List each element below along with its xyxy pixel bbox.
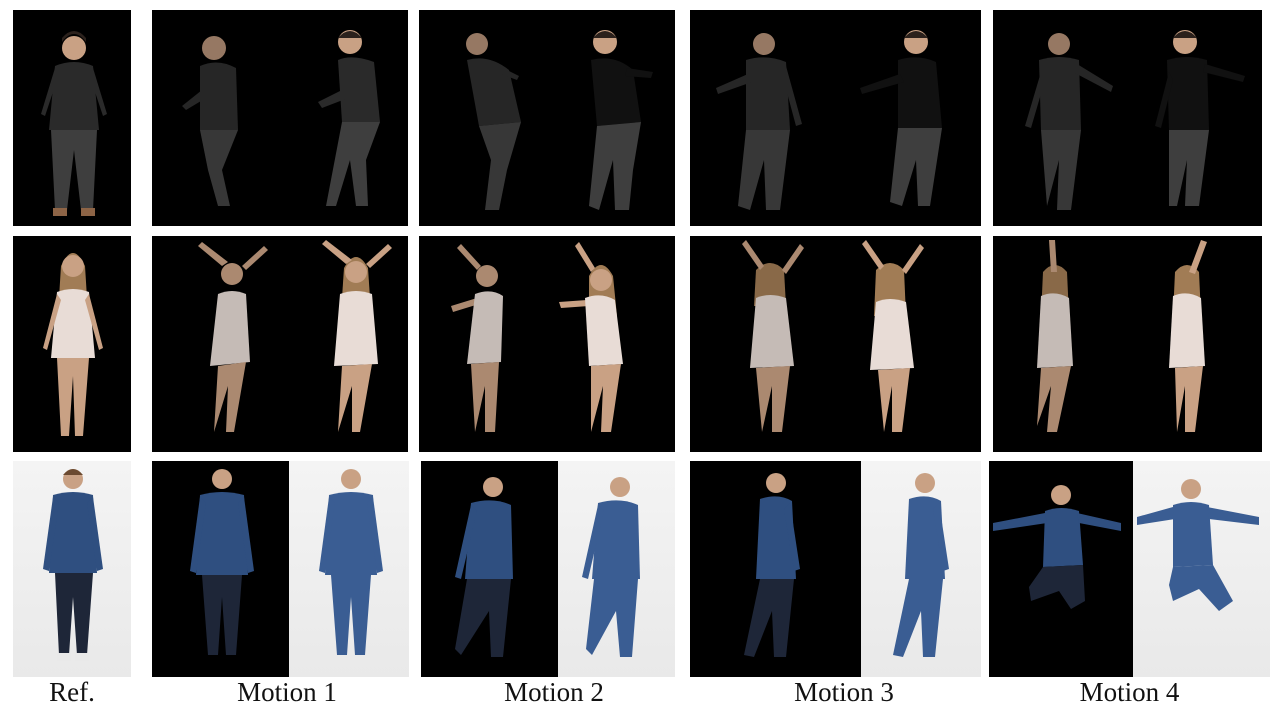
person-figure [41, 31, 107, 216]
column-label-ref: Ref. [49, 677, 95, 707]
row3-motion3-real-image [861, 461, 981, 677]
row3-motion1-generated-image [152, 461, 289, 677]
person-figure [319, 469, 383, 655]
person-figure [466, 30, 653, 210]
row2-ref-image [13, 236, 131, 452]
person-figure [993, 485, 1121, 609]
row1-motion1-image [152, 10, 408, 226]
person-figure [582, 477, 640, 657]
column-label-motion-1: Motion 1 [237, 677, 337, 707]
person-figure [716, 30, 942, 210]
row1-motion4-image [993, 10, 1262, 226]
row2-motion1-image [152, 236, 408, 452]
column-label-motion-3: Motion 3 [794, 677, 894, 707]
person-figure [1025, 30, 1245, 210]
person-figure [43, 469, 103, 661]
row3-motion3-generated-image [690, 461, 861, 677]
person-figure [744, 473, 800, 657]
row3-motion1-real-image [289, 461, 409, 677]
column-label-motion-2: Motion 2 [504, 677, 604, 707]
row3-ref-image [13, 461, 131, 677]
person-figure [182, 30, 380, 206]
row2-motion4-image [993, 236, 1262, 452]
row1-ref-image [13, 10, 131, 226]
row2-motion3-image [690, 236, 981, 452]
person-figure [893, 473, 949, 657]
row3-motion4-generated-image [989, 461, 1133, 677]
person-figure [451, 242, 623, 432]
row2-motion2-image [419, 236, 675, 452]
person-figure [198, 240, 392, 432]
person-figure [1137, 479, 1259, 611]
person-figure [190, 469, 254, 655]
person-figure [455, 477, 513, 657]
row3-motion2-real-image [558, 461, 675, 677]
row1-motion3-image [690, 10, 981, 226]
row3-motion2-generated-image [421, 461, 558, 677]
column-label-motion-4: Motion 4 [1079, 677, 1180, 707]
row1-motion2-image [419, 10, 675, 226]
person-figure [742, 240, 924, 432]
person-figure [43, 253, 103, 436]
person-figure [1037, 240, 1207, 432]
row3-motion4-real-image [1133, 461, 1270, 677]
